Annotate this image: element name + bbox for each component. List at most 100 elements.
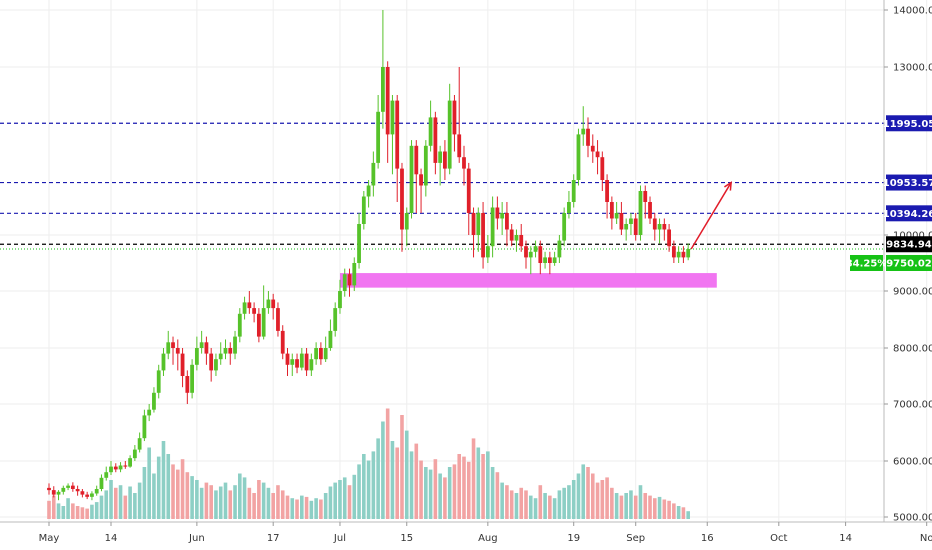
volume-bar	[280, 490, 285, 519]
volume-bar	[290, 498, 295, 519]
volume-bar	[51, 495, 56, 519]
volume-bar	[433, 459, 438, 519]
volume-bar	[94, 502, 99, 519]
volume-bar	[686, 511, 690, 519]
volume-bar	[652, 498, 657, 519]
volume-bar	[552, 498, 557, 519]
volume-bar	[590, 473, 595, 519]
time-tick-label: 15	[400, 533, 413, 544]
candle-body	[581, 128, 586, 135]
candle-body	[233, 336, 237, 354]
candle-body	[323, 348, 328, 360]
candlesticks[interactable]	[47, 10, 691, 501]
volume-bar	[452, 464, 457, 519]
candle-body	[228, 348, 233, 354]
volume-bar	[113, 487, 118, 519]
volume-bar	[657, 496, 662, 519]
candle-body	[118, 465, 123, 470]
volume-bar	[223, 482, 228, 519]
candle-body	[500, 213, 505, 219]
candle-body	[352, 263, 357, 286]
candle-body	[223, 348, 228, 354]
volume-bar	[486, 451, 490, 519]
volume-bar	[180, 459, 185, 519]
volume-bar	[109, 480, 113, 519]
candle-body	[199, 342, 204, 348]
time-tick-label: 19	[567, 533, 580, 544]
volume-bar	[567, 485, 571, 519]
candle-body	[671, 246, 676, 258]
volume-bar	[481, 454, 485, 519]
candle-body	[209, 353, 214, 371]
candle-body	[667, 229, 671, 247]
volume-bar	[47, 500, 51, 519]
candle-body	[299, 353, 304, 368]
volume-bar	[524, 490, 528, 519]
price-tick-label: 6000.00	[893, 457, 932, 468]
volume-bar	[366, 460, 371, 519]
candle-body	[686, 249, 691, 258]
time-tick-label: 14	[839, 533, 852, 544]
volume-bar	[571, 480, 576, 519]
volume-bar	[319, 499, 323, 519]
candle-body	[123, 465, 128, 467]
candle-body	[285, 353, 290, 365]
candle-body	[171, 342, 175, 348]
time-tick-label: No	[920, 533, 932, 544]
volume-bar	[495, 472, 500, 519]
candle-body	[51, 490, 56, 495]
volume-bar	[123, 495, 128, 519]
volume-bar	[185, 472, 190, 519]
candle-body	[94, 489, 99, 494]
volume-bar	[71, 503, 75, 519]
candle-body	[495, 207, 500, 219]
horizontal-levels[interactable]	[0, 122, 884, 250]
time-tick-label: Sep	[626, 533, 645, 544]
current-price-badge-label: 9750.02	[886, 258, 932, 269]
candle-body	[142, 415, 147, 439]
level-badge	[886, 205, 932, 222]
time-tick-label: Aug	[478, 533, 498, 544]
level-badge-label: 11995.05	[883, 119, 932, 130]
volume-bar	[500, 482, 504, 519]
candle-body	[104, 472, 109, 478]
support-zone[interactable]	[339, 273, 717, 288]
volume-bar	[166, 454, 171, 519]
candle-body	[652, 218, 657, 230]
volume-bar	[509, 490, 514, 519]
volume-bar	[99, 495, 104, 519]
price-axis[interactable]: 14000.00 13000.00 10000.00 9000.00 8000.00 70…	[883, 0, 932, 524]
volume-bars	[47, 408, 690, 519]
candle-body	[385, 67, 390, 135]
time-tick-label: 16	[701, 533, 714, 544]
candle-body	[66, 485, 70, 488]
candle-body	[314, 348, 319, 360]
candle-body	[309, 359, 314, 371]
time-axis[interactable]: May 14 Jun 17 Jul 15 Aug 19 Sep 16 Oct 14 No	[0, 521, 932, 544]
candle-body	[47, 487, 51, 491]
candle-body	[452, 100, 457, 135]
volume-bar	[128, 486, 132, 519]
volume-bar	[362, 454, 366, 519]
candle-body	[633, 218, 638, 235]
candle-body	[156, 370, 161, 393]
time-tick-label: Jul	[333, 533, 346, 544]
volume-bar	[619, 495, 624, 519]
volume-bar	[266, 487, 271, 519]
projection-arrow[interactable]	[690, 181, 732, 250]
volume-bar	[462, 456, 466, 519]
candle-body	[147, 409, 152, 416]
candle-body	[552, 257, 557, 263]
time-tick-label: 14	[105, 533, 118, 544]
volume-bar	[209, 485, 213, 519]
candle-body	[304, 353, 309, 371]
volume-bar	[438, 473, 442, 519]
candle-body	[390, 100, 395, 135]
candle-body	[571, 180, 576, 202]
candle-body	[247, 302, 252, 309]
percent-badge	[850, 254, 883, 271]
candle-body	[505, 213, 509, 230]
candle-body	[381, 67, 385, 112]
volume-bar	[314, 498, 318, 519]
